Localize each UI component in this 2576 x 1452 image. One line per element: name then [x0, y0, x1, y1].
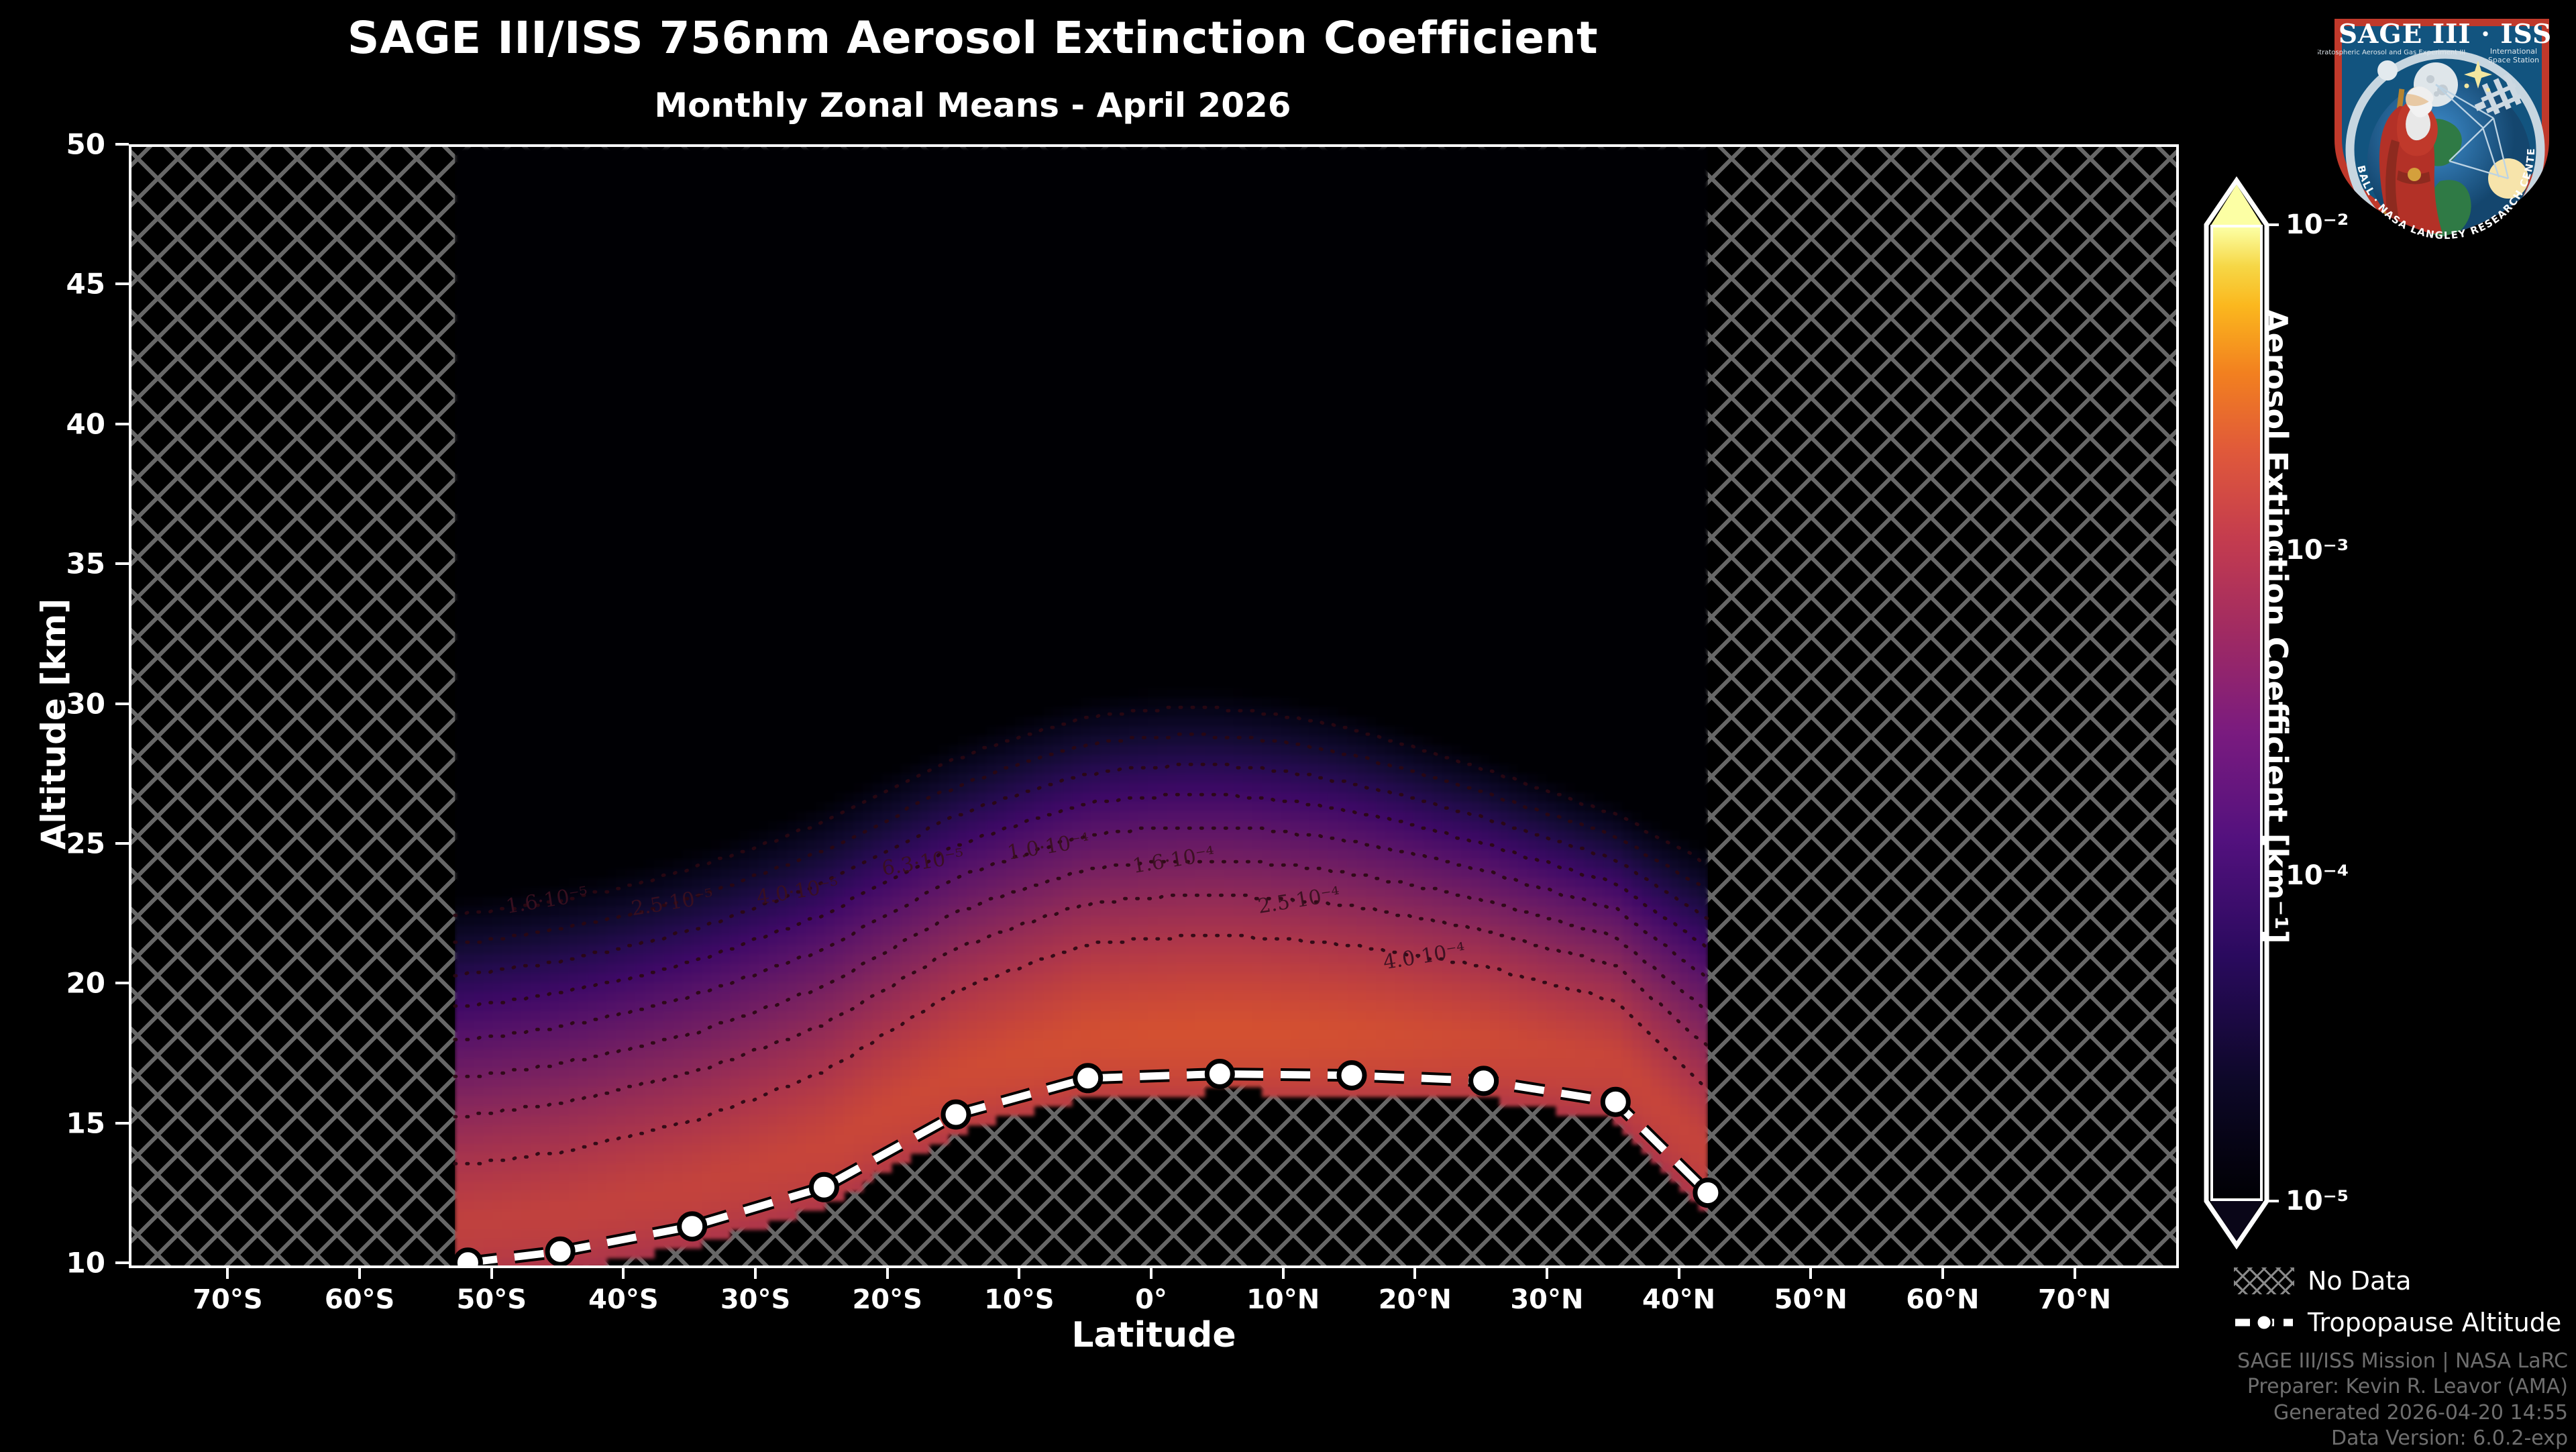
x-axis-tick	[226, 1265, 229, 1279]
x-axis-tick	[1809, 1265, 1812, 1279]
x-axis-tick	[2074, 1265, 2076, 1279]
sage-iii-iss-mission-patch-logo: SAGE III · ISS Stratospheric Aerosol and…	[2318, 5, 2566, 240]
x-axis-tick	[1546, 1265, 1548, 1279]
legend-label: No Data	[2308, 1266, 2412, 1296]
x-axis-tick	[754, 1265, 757, 1279]
x-axis-tick-label: 20°N	[1379, 1284, 1452, 1315]
credit-line-version: Data Version: 6.0.2-exp	[1964, 1426, 2568, 1451]
y-axis-tick	[115, 1261, 129, 1264]
y-axis-tick	[115, 982, 129, 984]
x-axis-tick	[1413, 1265, 1416, 1279]
hatch-swatch-icon	[2234, 1267, 2294, 1294]
x-axis-tick-label: 40°S	[588, 1284, 658, 1315]
x-axis-tick	[490, 1265, 493, 1279]
x-axis-tick-label: 70°N	[2038, 1284, 2111, 1315]
x-axis-tick-label: 10°S	[984, 1284, 1054, 1315]
tropopause-line	[131, 147, 2176, 1265]
x-axis-tick	[886, 1265, 889, 1279]
credit-line-preparer: Preparer: Kevin R. Leavor (AMA)	[1964, 1374, 2568, 1400]
y-axis-tick	[115, 703, 129, 705]
y-axis-tick	[115, 282, 129, 285]
credit-line-mission: SAGE III/ISS Mission | NASA LaRC	[1964, 1349, 2568, 1374]
x-axis-tick	[1941, 1265, 1944, 1279]
legend-item-tropopause: Tropopause Altitude	[2234, 1306, 2569, 1339]
y-axis-tick	[115, 562, 129, 565]
colorbar-tick	[2265, 1200, 2279, 1202]
x-axis-tick-label: 0°	[1135, 1284, 1167, 1315]
x-axis-tick	[622, 1265, 625, 1279]
credits-block: SAGE III/ISS Mission | NASA LaRC Prepare…	[1964, 1349, 2568, 1452]
legend-label: Tropopause Altitude	[2308, 1308, 2561, 1337]
y-axis-tick	[115, 143, 129, 146]
x-axis-tick-label: 10°N	[1246, 1284, 1320, 1315]
x-axis-tick-label: 40°N	[1642, 1284, 1715, 1315]
tropopause-swatch-icon	[2234, 1309, 2294, 1336]
x-axis-tick	[1018, 1265, 1020, 1279]
x-axis-tick-label: 30°S	[720, 1284, 790, 1315]
legend-item-no-data: No Data	[2234, 1265, 2569, 1297]
colorbar-tick-label: 10⁻³	[2286, 535, 2349, 566]
y-axis-tick-label: 10	[5, 1247, 105, 1280]
x-axis-tick-label: 60°S	[325, 1284, 394, 1315]
colorbar-title: Aerosol Extinction Coefficient [km⁻¹]	[2258, 309, 2294, 980]
page-title: SAGE III/ISS 756nm Aerosol Extinction Co…	[0, 12, 1945, 64]
colorbar-tick	[2265, 223, 2279, 226]
x-axis-tick	[1282, 1265, 1285, 1279]
x-axis-tick-label: 60°N	[1906, 1284, 1979, 1315]
x-axis-tick-label: 50°S	[457, 1284, 527, 1315]
x-axis-tick-label: 70°S	[193, 1284, 262, 1315]
x-axis-tick-label: 50°N	[1774, 1284, 1847, 1315]
colorbar-tick-label: 10⁻⁵	[2286, 1186, 2349, 1216]
x-axis-tick-label: 20°S	[852, 1284, 922, 1315]
x-axis-title: Latitude	[129, 1315, 2179, 1355]
x-axis-tick-label: 30°N	[1510, 1284, 1583, 1315]
x-axis-tick	[1150, 1265, 1152, 1279]
y-axis-tick	[115, 842, 129, 845]
colorbar-tick-label: 10⁻⁴	[2286, 860, 2349, 891]
legend: No Data Tropopause Altitude	[2234, 1265, 2569, 1348]
credit-line-generated: Generated 2026-04-20 14:55	[1964, 1400, 2568, 1426]
y-axis-tick	[115, 1122, 129, 1125]
y-axis-tick-label: 50	[5, 128, 105, 161]
y-axis-tick	[115, 423, 129, 425]
y-axis-title: Altitude [km]	[34, 254, 73, 1194]
x-axis-tick	[358, 1265, 361, 1279]
page-subtitle: Monthly Zonal Means - April 2026	[0, 86, 1945, 125]
x-axis-tick	[1678, 1265, 1680, 1279]
